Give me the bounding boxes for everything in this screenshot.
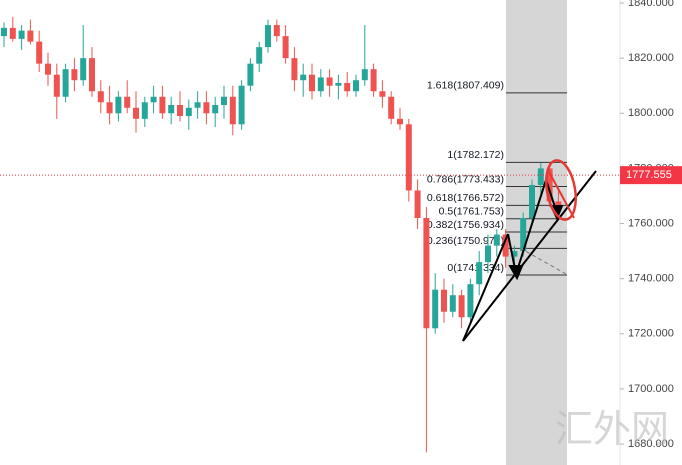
candle-body (432, 289, 439, 329)
candle-body (36, 41, 43, 64)
y-tick-label: 1760.000 (628, 217, 674, 229)
candle-body (133, 107, 139, 119)
candle-body (467, 284, 474, 318)
candle-body (106, 102, 113, 114)
candle-body (546, 168, 553, 202)
current-price-label: 1777.555 (626, 169, 672, 181)
y-tick-label: 1740.000 (628, 273, 674, 285)
candle-body (476, 262, 483, 285)
candle-body (159, 96, 166, 114)
candle-body (194, 102, 201, 108)
candle-body (62, 69, 69, 97)
candle-body (97, 91, 104, 103)
candle-body (212, 105, 219, 114)
candle-body (300, 74, 307, 81)
candle-body (177, 105, 183, 117)
candle-body (71, 69, 78, 81)
candle-body (229, 96, 236, 125)
candle-body (185, 107, 192, 117)
candle-body (405, 124, 412, 191)
candle-body (27, 30, 34, 42)
candle-body (291, 58, 298, 81)
y-tick-label: 1800.000 (628, 107, 674, 119)
candle-body (265, 25, 271, 48)
fib-label: 0(1741.334) (447, 262, 504, 274)
candle-body (361, 69, 368, 81)
y-tick-label: 1820.000 (628, 52, 674, 64)
trendline (462, 170, 597, 342)
fib-label: 1.618(1807.409) (427, 80, 504, 92)
candle-body (115, 96, 122, 114)
candle-body (9, 27, 16, 39)
candle-body (150, 96, 157, 103)
candle-body (18, 30, 25, 39)
candle-body (256, 47, 263, 64)
candle-body (537, 168, 544, 185)
candle-body (485, 245, 491, 263)
candle-body (555, 201, 562, 208)
candle-body (511, 251, 518, 257)
fib-label: 0.236(1750.972) (427, 235, 504, 247)
trendline (462, 233, 509, 342)
candle-body (423, 218, 430, 329)
candle-body (141, 102, 148, 119)
fib-label: 0.786(1773.433) (427, 173, 504, 185)
candle-body (493, 234, 500, 246)
candle-body (124, 96, 131, 108)
candle-body (221, 96, 227, 106)
candle-body (441, 289, 447, 312)
candle-body (89, 58, 95, 92)
candle-body (273, 25, 280, 37)
fib-label: 0.382(1756.934) (427, 219, 504, 231)
y-tick-label: 1720.000 (628, 328, 674, 340)
fib-label: 0.618(1766.572) (427, 192, 504, 204)
candle-body (370, 69, 377, 92)
y-tick-label: 1840.000 (628, 0, 674, 9)
arrow-head (508, 265, 524, 281)
candle-body (529, 184, 535, 219)
candle-body (282, 36, 289, 59)
candle-body (353, 80, 359, 92)
candle-body (520, 218, 527, 252)
candle-body (335, 82, 342, 86)
candle-body (379, 91, 386, 97)
highlight-arrow (547, 169, 575, 219)
candle-body (53, 74, 60, 97)
annotations (462, 159, 597, 342)
candle-body (326, 77, 333, 86)
candle-body (317, 77, 324, 92)
y-tick-label: 1700.000 (628, 383, 674, 395)
y-tick-label: 1680.000 (628, 438, 674, 450)
candle-body (80, 58, 87, 81)
candle-body (344, 82, 351, 92)
candle-body (502, 234, 509, 257)
projection (519, 247, 567, 275)
candle-body (247, 63, 254, 86)
candle-body (397, 118, 403, 125)
candle-body (203, 102, 210, 114)
candle-body (458, 295, 465, 318)
fib-label: 0.5(1761.753) (439, 205, 504, 217)
fib-zone (506, 0, 567, 465)
candle-body (238, 85, 245, 125)
highlight (545, 159, 577, 221)
candle-body (45, 63, 51, 75)
watermark: 汇外网 (555, 409, 669, 451)
candle-body (414, 190, 421, 219)
candle-body (388, 96, 395, 119)
candle-body (449, 295, 456, 312)
candle-body (168, 105, 175, 114)
candle-body (309, 74, 315, 92)
current-price-tag (620, 166, 682, 185)
candle-body (1, 27, 7, 37)
fib-label: 1(1782.172) (447, 149, 504, 161)
